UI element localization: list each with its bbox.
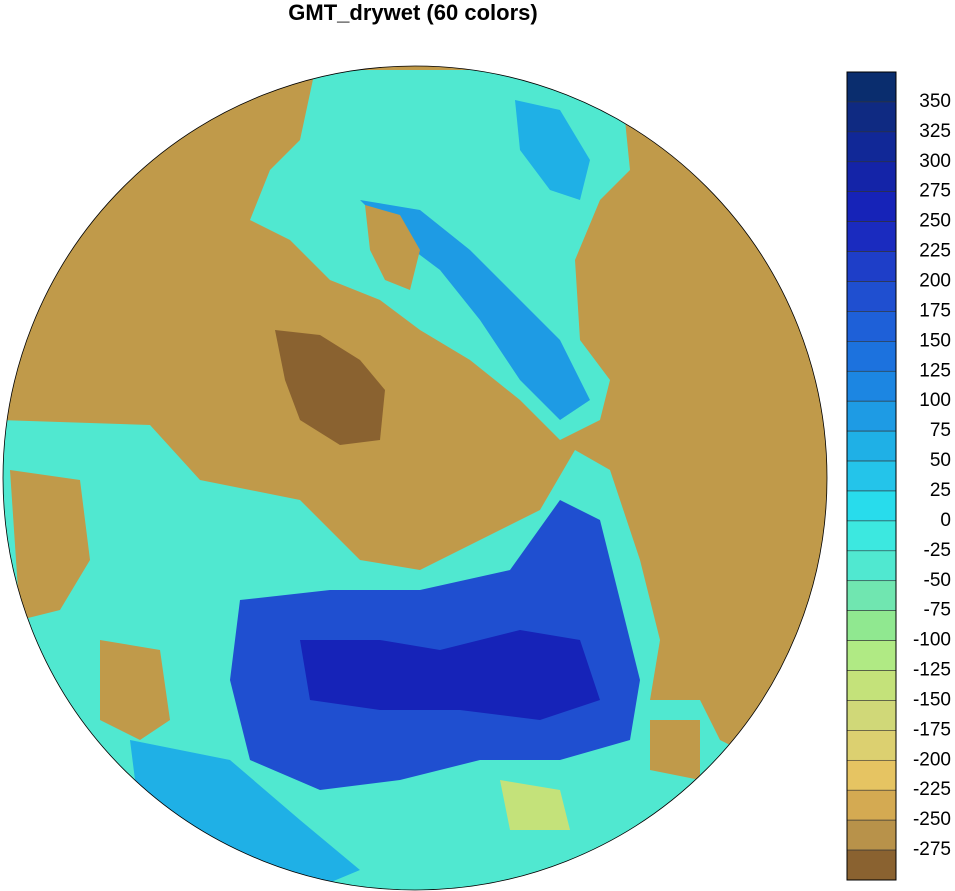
colorbar-box: [846, 400, 897, 432]
colorbar-label: 25: [930, 480, 951, 501]
colorbar-label: 50: [930, 450, 951, 471]
colorbar-box: [846, 730, 897, 761]
colorbar-label: -200: [913, 749, 951, 770]
title: GMT_drywet (60 colors): [288, 0, 537, 25]
colorbar-box: [846, 161, 897, 193]
colorbar-box: [846, 191, 897, 222]
colorbar-box: [846, 670, 897, 701]
map-border: [2, 65, 828, 891]
region-dry: [500, 780, 570, 830]
colorbar-label: 325: [919, 121, 951, 142]
colorbar-label: -225: [913, 779, 951, 800]
colorbar-label: -25: [924, 540, 951, 561]
colorbar-label: -150: [913, 689, 951, 710]
colorbar-box: [846, 430, 897, 462]
greenland: [275, 330, 385, 445]
colorbar-label: -275: [913, 839, 951, 860]
colorbar-box: [846, 580, 897, 611]
region-wettest: [300, 630, 600, 720]
colorbar-label: 150: [919, 330, 951, 351]
colorbar-box: [846, 490, 897, 522]
region-wetter: [360, 200, 590, 420]
colorbar-label: -75: [924, 600, 951, 621]
colorbar-box: [846, 700, 897, 731]
colorbar-label: -100: [913, 630, 951, 651]
colorbar-box: [846, 370, 897, 402]
colorbar-label: 350: [919, 91, 951, 112]
land-dry: [650, 720, 700, 780]
colorbar-box: [846, 610, 897, 641]
land-dry: [365, 205, 420, 290]
colorbar-box: [846, 849, 897, 881]
colorbar-box: [846, 640, 897, 671]
colorbar-box: [846, 131, 897, 163]
map: [3, 66, 827, 890]
colorbar-box: [846, 71, 897, 103]
colorbar-label: -250: [913, 809, 951, 830]
colorbar-label: 200: [919, 270, 951, 291]
colorbar-label: -50: [924, 570, 951, 591]
colorbar-label: 75: [930, 420, 951, 441]
colorbar-box: [846, 759, 897, 791]
land-dry: [10, 470, 90, 620]
colorbar-label: 225: [919, 241, 951, 262]
colorbar-label: 0: [940, 510, 951, 531]
colorbar-label: 300: [919, 151, 951, 172]
colorbar-box: [846, 789, 897, 821]
colorbar-box: [846, 101, 897, 133]
colorbar: 3503253002752502252001751501251007550250…: [846, 71, 951, 881]
colorbar-label: 100: [919, 390, 951, 411]
colorbar-frame: [846, 71, 897, 881]
colorbar-box: [846, 819, 897, 851]
colorbar-box: [846, 520, 897, 552]
colorbar-box: [846, 281, 897, 312]
region-wetter: [515, 100, 590, 200]
colorbar-label: 250: [919, 211, 951, 232]
colorbar-label: -125: [913, 660, 951, 681]
colorbar-label: -175: [913, 719, 951, 740]
colorbar-box: [846, 221, 897, 252]
colorbar-box: [846, 341, 897, 372]
colorbar-box: [846, 460, 897, 492]
colorbar-box: [846, 550, 897, 582]
land-dry: [100, 640, 170, 740]
colorbar-box: [846, 311, 897, 342]
colorbar-label: 275: [919, 181, 951, 202]
colorbar-label: 175: [919, 300, 951, 321]
colorbar-label: 125: [919, 360, 951, 381]
colorbar-box: [846, 251, 897, 282]
